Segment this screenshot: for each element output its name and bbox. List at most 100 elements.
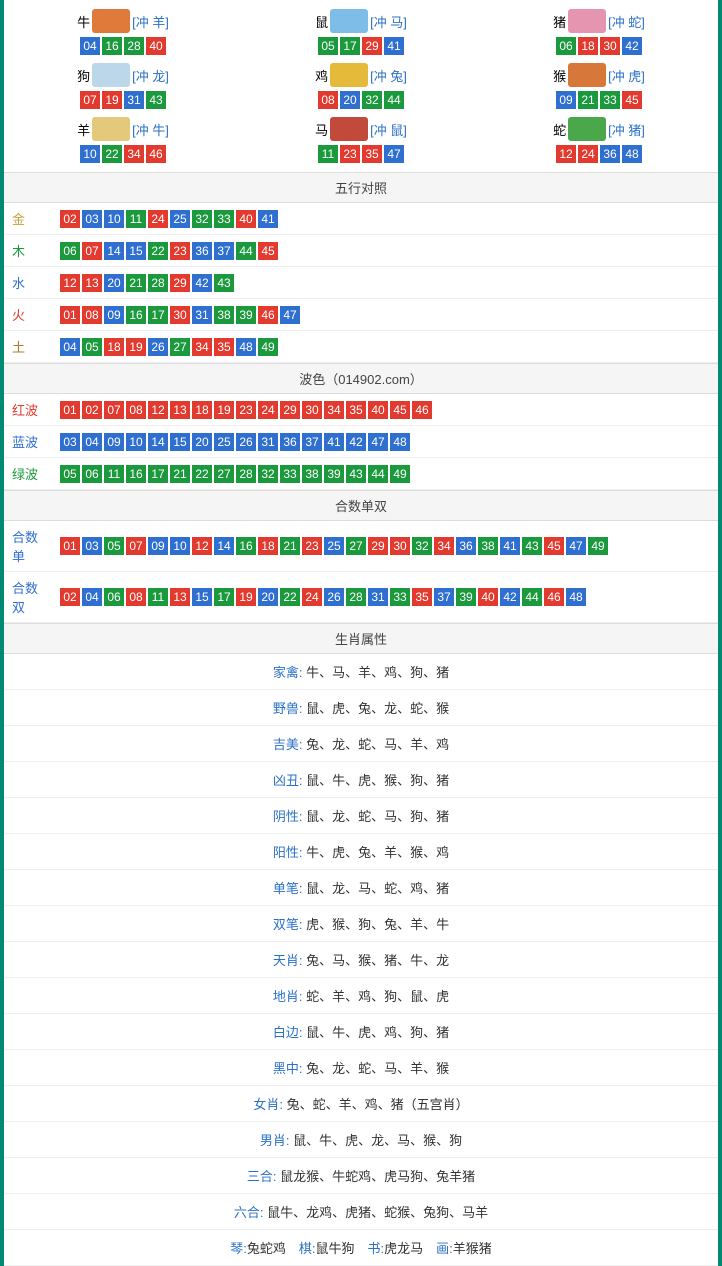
- number-chip: 32: [192, 210, 212, 228]
- number-chip: 34: [434, 537, 454, 555]
- number-chip: 21: [170, 465, 190, 483]
- number-chip: 26: [324, 588, 344, 606]
- number-chip: 36: [280, 433, 300, 451]
- attr-label: 地肖:: [273, 989, 306, 1004]
- number-chip: 37: [434, 588, 454, 606]
- number-chip: 42: [192, 274, 212, 292]
- number-chip: 03: [82, 537, 102, 555]
- attr-row: 凶丑: 鼠、牛、虎、猴、狗、猪: [4, 762, 718, 798]
- number-chip: 03: [60, 433, 80, 451]
- zodiac-clash: [冲 兔]: [370, 66, 407, 85]
- attr-value: 兔、龙、蛇、马、羊、鸡: [306, 737, 449, 752]
- number-chip: 07: [80, 91, 100, 109]
- zodiac-clash: [冲 猪]: [608, 120, 645, 139]
- number-chip: 43: [214, 274, 234, 292]
- number-chip: 30: [170, 306, 190, 324]
- row-numbers: 04051819262734354849: [52, 331, 718, 363]
- number-chip: 29: [280, 401, 300, 419]
- attr-label: 六合:: [234, 1205, 267, 1220]
- zodiac-label: 狗: [77, 66, 90, 85]
- row-numbers: 0102070812131819232429303435404546: [52, 394, 718, 426]
- row-label: 木: [4, 235, 52, 267]
- number-chip: 32: [258, 465, 278, 483]
- zodiac-clash: [冲 龙]: [132, 66, 169, 85]
- zodiac-header: 猴[冲 虎]: [480, 63, 718, 87]
- number-chip: 16: [126, 306, 146, 324]
- number-chip: 30: [390, 537, 410, 555]
- row-label: 合数单: [4, 521, 52, 572]
- number-chip: 06: [556, 37, 576, 55]
- zodiac-numbers: 10223446: [4, 145, 242, 163]
- number-chip: 25: [214, 433, 234, 451]
- row-label: 火: [4, 299, 52, 331]
- attr-row: 白边: 鼠、牛、虎、鸡、狗、猪: [4, 1014, 718, 1050]
- number-chip: 30: [302, 401, 322, 419]
- zodiac-icon: [330, 117, 368, 141]
- attr-value: 兔、蛇、羊、鸡、猪（五宫肖）: [287, 1097, 469, 1112]
- number-chip: 09: [556, 91, 576, 109]
- number-chip: 43: [346, 465, 366, 483]
- number-chip: 46: [412, 401, 432, 419]
- attr-row: 黑中: 兔、龙、蛇、马、羊、猴: [4, 1050, 718, 1086]
- zodiac-header: 蛇[冲 猪]: [480, 117, 718, 141]
- number-chip: 16: [126, 465, 146, 483]
- zodiac-cell: 蛇[冲 猪] 12243648: [480, 113, 718, 167]
- zodiac-icon: [92, 117, 130, 141]
- attr-label: 黑中:: [273, 1061, 306, 1076]
- zodiac-header: 狗 [冲 龙]: [4, 63, 242, 87]
- number-chip: 06: [60, 242, 80, 260]
- number-chip: 40: [368, 401, 388, 419]
- table-row: 绿波05061116172122272832333839434449: [4, 458, 718, 490]
- number-chip: 12: [556, 145, 576, 163]
- number-chip: 20: [104, 274, 124, 292]
- section-table: 红波0102070812131819232429303435404546蓝波03…: [4, 394, 718, 490]
- number-chip: 06: [104, 588, 124, 606]
- attr-section: 生肖属性家禽: 牛、马、羊、鸡、狗、猪野兽: 鼠、虎、兔、龙、蛇、猴吉美: 兔、…: [4, 623, 718, 1266]
- number-chip: 23: [170, 242, 190, 260]
- zodiac-clash: [冲 羊]: [132, 12, 169, 31]
- row-label: 土: [4, 331, 52, 363]
- number-chip: 11: [148, 588, 168, 606]
- zodiac-numbers: 05172941: [242, 37, 480, 55]
- table-row: 水1213202128294243: [4, 267, 718, 299]
- number-chip: 21: [126, 274, 146, 292]
- number-chip: 19: [126, 338, 146, 356]
- zodiac-numbers: 12243648: [480, 145, 718, 163]
- number-chip: 37: [214, 242, 234, 260]
- number-chip: 17: [214, 588, 234, 606]
- zodiac-icon: [330, 63, 368, 87]
- number-chip: 22: [192, 465, 212, 483]
- number-chip: 33: [214, 210, 234, 228]
- number-chip: 23: [236, 401, 256, 419]
- zodiac-clash: [冲 牛]: [132, 120, 169, 139]
- number-chip: 07: [82, 242, 102, 260]
- number-chip: 08: [126, 588, 146, 606]
- attr-row: 吉美: 兔、龙、蛇、马、羊、鸡: [4, 726, 718, 762]
- number-chip: 05: [60, 465, 80, 483]
- number-chip: 20: [258, 588, 278, 606]
- number-chip: 13: [82, 274, 102, 292]
- zodiac-icon: [568, 9, 606, 33]
- number-chip: 36: [600, 145, 620, 163]
- number-chip: 05: [318, 37, 338, 55]
- number-chip: 39: [456, 588, 476, 606]
- attr-row: 男肖: 鼠、牛、虎、龙、马、猴、狗: [4, 1122, 718, 1158]
- attr-label: 吉美:: [273, 737, 306, 752]
- attr-row: 单笔: 鼠、龙、马、蛇、鸡、猪: [4, 870, 718, 906]
- attr-row: 野兽: 鼠、虎、兔、龙、蛇、猴: [4, 690, 718, 726]
- number-chip: 02: [60, 588, 80, 606]
- attr-value: 鼠、牛、虎、龙、马、猴、狗: [293, 1133, 462, 1148]
- row-numbers: 1213202128294243: [52, 267, 718, 299]
- number-chip: 45: [258, 242, 278, 260]
- section-header: 合数单双: [4, 490, 718, 521]
- number-chip: 43: [146, 91, 166, 109]
- number-chip: 05: [82, 338, 102, 356]
- attr-row: 天肖: 兔、马、猴、猪、牛、龙: [4, 942, 718, 978]
- number-chip: 15: [170, 433, 190, 451]
- number-chip: 35: [362, 145, 382, 163]
- attr-value: 鼠牛、龙鸡、虎猪、蛇猴、兔狗、马羊: [267, 1205, 488, 1220]
- zodiac-label: 猪: [553, 12, 566, 31]
- number-chip: 04: [82, 433, 102, 451]
- number-chip: 24: [258, 401, 278, 419]
- zodiac-label: 羊: [77, 120, 90, 139]
